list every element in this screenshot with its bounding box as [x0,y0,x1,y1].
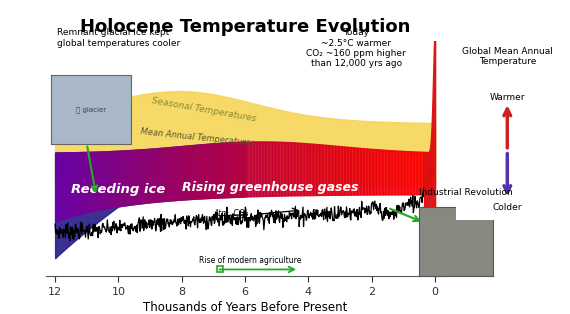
Text: Remnant glacial ice kept
global temperatures cooler: Remnant glacial ice kept global temperat… [57,28,180,48]
Title: Holocene Temperature Evolution: Holocene Temperature Evolution [80,19,410,36]
Text: Global Mean Annual
Temperature: Global Mean Annual Temperature [462,47,553,67]
Text: Mean Annual Temperatures: Mean Annual Temperatures [140,127,255,148]
Text: Colder: Colder [492,203,522,212]
Text: Seasonal Temperatures: Seasonal Temperatures [151,96,257,123]
Text: Industrial Revolution: Industrial Revolution [419,188,512,198]
Text: Receding ice: Receding ice [71,183,166,196]
Text: 🏔 glacier: 🏔 glacier [76,106,106,113]
Text: Warmer: Warmer [490,93,525,102]
Text: Atm. CO₂: Atm. CO₂ [213,209,248,218]
Text: Today
~2.5°C warmer
CO₂ ~160 ppm higher
than 12,000 yrs ago: Today ~2.5°C warmer CO₂ ~160 ppm higher … [307,28,406,68]
Text: Rising greenhouse gases: Rising greenhouse gases [182,181,359,194]
Text: Rise of modern agriculture: Rise of modern agriculture [199,256,301,265]
X-axis label: Thousands of Years Before Present: Thousands of Years Before Present [143,301,347,314]
